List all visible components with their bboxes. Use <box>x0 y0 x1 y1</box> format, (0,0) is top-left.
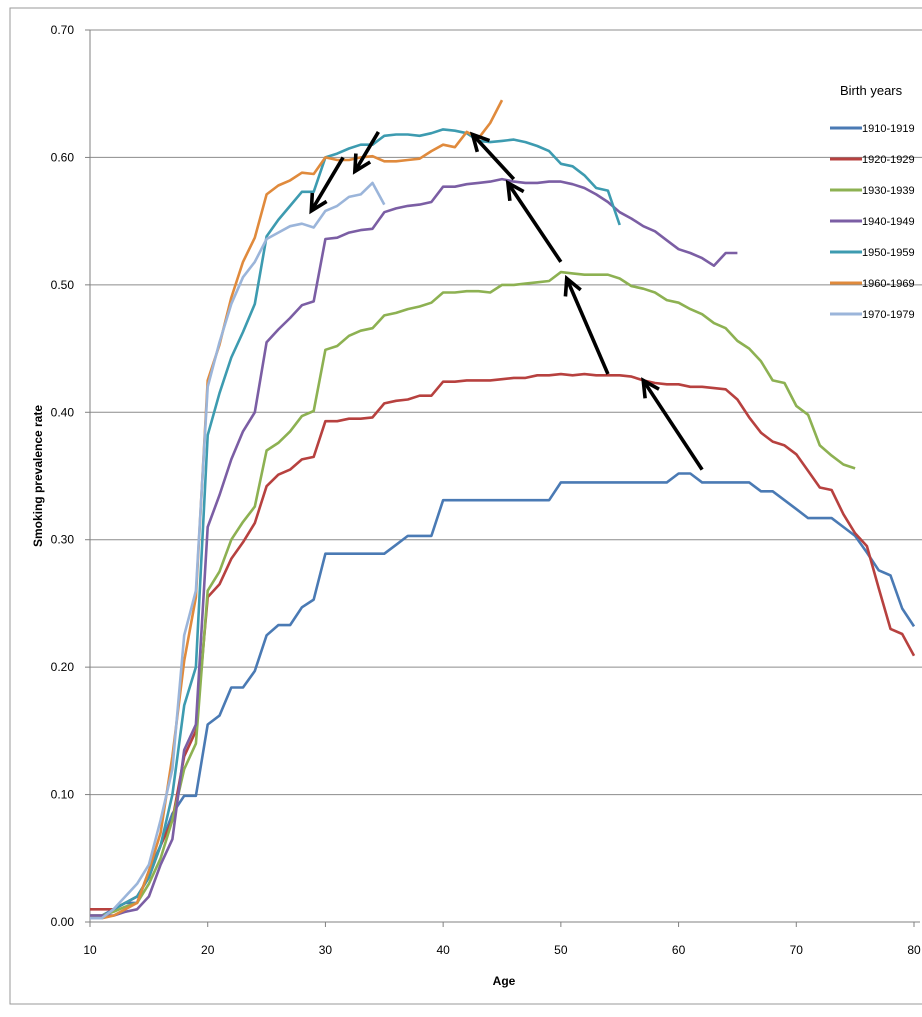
legend-entry: 1910-1919 <box>862 123 915 135</box>
x-tick-label: 10 <box>83 943 97 957</box>
x-tick-label: 20 <box>201 943 215 957</box>
x-tick-label: 40 <box>436 943 450 957</box>
y-tick-label: 0.30 <box>51 533 75 547</box>
legend-entry: 1930-1939 <box>862 185 915 197</box>
y-tick-label: 0.10 <box>51 788 75 802</box>
series-line <box>90 128 621 920</box>
series-line <box>90 177 738 917</box>
axes <box>89 30 920 923</box>
legend-entry: 1920-1929 <box>862 154 915 166</box>
y-tick-label: 0.40 <box>51 405 75 419</box>
x-tick-label: 30 <box>319 943 333 957</box>
series-line <box>90 181 386 920</box>
series-line <box>90 472 916 917</box>
legend-title: Birth years <box>840 83 903 98</box>
annotation-arrow <box>641 377 704 471</box>
annotation-arrow <box>309 156 345 215</box>
annotation-arrow <box>469 131 516 181</box>
x-axis-title: Age <box>493 974 516 988</box>
series-line <box>90 99 504 920</box>
y-tick-label: 0.70 <box>51 23 75 37</box>
annotation-arrow <box>563 274 610 375</box>
y-axis-title: Smoking prevalence rate <box>31 405 45 547</box>
series-line <box>90 270 856 917</box>
y-tick-label: 0.50 <box>51 278 75 292</box>
y-tick-label: 0.20 <box>51 660 75 674</box>
y-tick-label: 0.00 <box>51 915 75 929</box>
annotation-arrows <box>309 131 704 471</box>
legend-entry: 1970-1979 <box>862 309 915 321</box>
tick-labels: 0.00 0.10 0.20 0.30 0.40 0.50 0.60 0.70 10 20 30 40… <box>51 23 921 957</box>
x-tick-label: 70 <box>790 943 804 957</box>
annotation-arrow <box>352 131 380 175</box>
series-line <box>90 372 916 911</box>
legend-entry: 1950-1959 <box>862 247 915 259</box>
legend: Birth years 1910-1919 1920-1929 1930-1939 1… <box>830 83 915 321</box>
x-tick-label: 60 <box>672 943 686 957</box>
y-tick-label: 0.60 <box>51 150 75 164</box>
annotation-arrow <box>505 179 563 263</box>
x-tick-label: 80 <box>907 943 921 957</box>
series-lines <box>90 99 916 920</box>
legend-entry: 1960-1969 <box>862 278 915 290</box>
legend-entry: 1940-1949 <box>862 216 915 228</box>
x-tick-label: 50 <box>554 943 568 957</box>
